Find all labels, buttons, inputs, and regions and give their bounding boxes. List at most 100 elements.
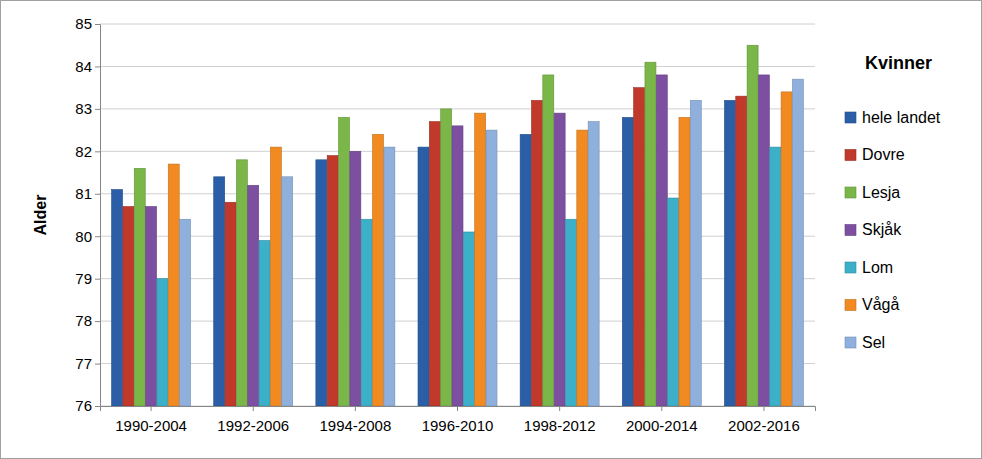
bar bbox=[781, 92, 792, 406]
bar bbox=[724, 100, 735, 406]
tick-label: 82 bbox=[75, 143, 92, 160]
bar bbox=[475, 113, 486, 406]
legend-item: Lesja bbox=[845, 184, 900, 201]
tick-mark bbox=[457, 406, 458, 411]
bar bbox=[679, 117, 690, 406]
bar bbox=[361, 219, 372, 406]
tick: 82 bbox=[75, 143, 100, 160]
legend-item: Dovre bbox=[845, 146, 905, 163]
legend-label: hele landet bbox=[862, 109, 941, 126]
tick-mark bbox=[95, 24, 100, 25]
bar bbox=[214, 177, 225, 406]
tick: 77 bbox=[75, 355, 100, 372]
bar bbox=[112, 190, 123, 406]
bar bbox=[146, 207, 157, 406]
bar bbox=[123, 207, 134, 406]
grid-line bbox=[100, 24, 815, 25]
tick-mark bbox=[95, 109, 100, 110]
bar bbox=[668, 198, 679, 406]
tick-mark bbox=[95, 194, 100, 195]
tick-mark bbox=[95, 406, 100, 407]
axis-line bbox=[95, 25, 101, 407]
tick-label: 2002-2016 bbox=[728, 417, 800, 434]
bar bbox=[690, 100, 701, 406]
tick: 1998-2012 bbox=[524, 406, 596, 434]
tick: 1996-2010 bbox=[422, 406, 494, 434]
tick-mark bbox=[95, 66, 100, 67]
legend-item: Lom bbox=[845, 259, 893, 276]
bar-series bbox=[134, 45, 758, 406]
tick: 2000-2014 bbox=[626, 406, 698, 434]
bar bbox=[622, 117, 633, 406]
tick-label: 79 bbox=[75, 270, 92, 287]
bar bbox=[282, 177, 293, 406]
bar bbox=[554, 113, 565, 406]
tick-label: 1996-2010 bbox=[422, 417, 494, 434]
bar-series bbox=[180, 79, 804, 406]
legend: Kvinner hele landet Dovre Lesja Skjåk Lom Vågå… bbox=[845, 53, 941, 351]
bar bbox=[736, 96, 747, 406]
tick: 1990-2004 bbox=[115, 406, 187, 434]
chart-frame bbox=[1, 1, 982, 459]
bar bbox=[645, 62, 656, 406]
bar bbox=[134, 168, 145, 406]
tick-mark bbox=[559, 406, 560, 411]
tick: 85 bbox=[75, 15, 100, 32]
bar bbox=[770, 147, 781, 406]
tick-label: 76 bbox=[75, 397, 92, 414]
tick-mark bbox=[661, 406, 662, 411]
legend-swatch bbox=[845, 112, 856, 123]
bar bbox=[520, 134, 531, 406]
bar bbox=[747, 45, 758, 406]
tick: 81 bbox=[75, 185, 100, 202]
legend-label: Lesja bbox=[862, 184, 900, 201]
tick-label: 81 bbox=[75, 185, 92, 202]
legend-label: Vågå bbox=[862, 296, 899, 313]
legend-title: Kvinner bbox=[865, 53, 932, 73]
axis-title: Alder bbox=[32, 195, 49, 236]
bar bbox=[168, 164, 179, 406]
bar bbox=[418, 147, 429, 406]
legend-item: hele landet bbox=[845, 109, 941, 126]
tick-label: 78 bbox=[75, 312, 92, 329]
bar bbox=[758, 75, 769, 406]
tick: 76 bbox=[75, 397, 100, 414]
bars bbox=[112, 45, 804, 406]
tick: 79 bbox=[75, 270, 100, 287]
tick-label: 80 bbox=[75, 228, 92, 245]
bar bbox=[350, 151, 361, 406]
bar bbox=[565, 219, 576, 406]
bar bbox=[656, 75, 667, 406]
tick-label: 2000-2014 bbox=[626, 417, 698, 434]
legend-item: Skjåk bbox=[845, 221, 902, 238]
y-axis: 76777879808182838485 bbox=[75, 15, 100, 414]
legend-label: Lom bbox=[862, 259, 893, 276]
tick: 78 bbox=[75, 312, 100, 329]
bar bbox=[543, 75, 554, 406]
tick-mark bbox=[95, 364, 100, 365]
plot: 767778798081828384851990-20041992-200619… bbox=[75, 15, 815, 433]
legend-swatch bbox=[845, 300, 856, 311]
chart: 767778798081828384851990-20041992-200619… bbox=[0, 0, 982, 459]
x-axis: 1990-2004 1992-2006 1994-2008 1996-2010 1998… bbox=[101, 406, 816, 434]
tick-mark bbox=[151, 406, 152, 411]
tick-label: 1994-2008 bbox=[319, 417, 391, 434]
tick-mark bbox=[95, 321, 100, 322]
bar bbox=[486, 130, 497, 406]
tick-label: 1990-2004 bbox=[115, 417, 187, 434]
bar bbox=[634, 88, 645, 406]
bar bbox=[259, 240, 270, 406]
bar bbox=[157, 279, 168, 406]
bar bbox=[316, 160, 327, 406]
bar bbox=[384, 147, 395, 406]
bar bbox=[441, 109, 452, 406]
bar bbox=[236, 160, 247, 406]
tick: 1992-2006 bbox=[217, 406, 289, 434]
tick: 80 bbox=[75, 228, 100, 245]
tick-mark bbox=[355, 406, 356, 411]
grid-line bbox=[100, 66, 815, 67]
tick-mark bbox=[763, 406, 764, 411]
bar bbox=[429, 122, 440, 406]
tick: 84 bbox=[75, 58, 100, 75]
tick-label: 84 bbox=[75, 58, 92, 75]
